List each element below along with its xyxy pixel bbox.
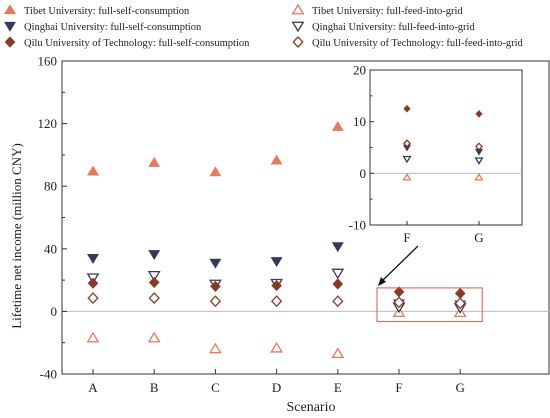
- inset-series-tibet-university-full-feed-into-grid: [402, 173, 484, 181]
- inset-data-point: [474, 157, 484, 165]
- data-point: [87, 292, 99, 305]
- legend-label: Qinghai University: full-feed-into-grid: [312, 22, 475, 33]
- inset-data-point: [403, 139, 411, 148]
- data-point: [332, 278, 344, 290]
- inset-series-qinghai-university-full-feed-into-grid: [402, 155, 484, 165]
- x-tick-label: E: [334, 380, 342, 395]
- data-point: [210, 280, 221, 292]
- legend-marker: [292, 36, 304, 48]
- zoom-region-box: [376, 287, 483, 323]
- inset-series-qilu-university-of-technology-full-self-consumption: [403, 104, 483, 118]
- inset-data-point: [474, 173, 484, 181]
- data-point: [270, 257, 283, 268]
- data-point: [331, 120, 344, 131]
- data-point: [86, 331, 100, 343]
- data-point: [454, 297, 466, 310]
- inset-y-tick-label: -10: [349, 218, 366, 233]
- data-point: [393, 296, 405, 309]
- y-tick-label: -40: [40, 367, 57, 382]
- inset-plot: -10 0 10 20 F G: [349, 63, 523, 245]
- inset-x-tick-label: F: [403, 230, 410, 245]
- x-tick-label: A: [88, 380, 98, 395]
- data-point: [270, 295, 283, 308]
- legend-label: Qilu University of Technology: full-self…: [24, 38, 250, 49]
- data-point: [148, 156, 161, 167]
- data-point: [270, 154, 283, 165]
- x-tick-label: F: [395, 380, 402, 395]
- data-point: [209, 166, 222, 177]
- legend-item-qinghai-university-full-feed-into-grid: Qinghai University: full-feed-into-grid: [291, 21, 475, 33]
- zoom-arrow: [380, 245, 419, 283]
- data-point: [331, 347, 345, 359]
- x-tick-label: D: [272, 380, 281, 395]
- inset-data-point: [402, 155, 412, 164]
- legend-marker: [291, 3, 305, 15]
- legend-marker: [291, 21, 305, 33]
- series-tibet-university-full-feed-into-grid: [86, 306, 467, 359]
- legend-label: Tibet University: full-feed-into-grid: [312, 6, 463, 17]
- legend-item-tibet-university-full-self-consumption: Tibet University: full-self-consumption: [4, 4, 190, 17]
- x-tick-label: B: [150, 380, 159, 395]
- data-point: [147, 331, 161, 343]
- data-point: [87, 165, 99, 176]
- y-tick-label: 40: [44, 241, 57, 256]
- data-point: [270, 341, 283, 353]
- data-point: [87, 254, 99, 264]
- data-point: [454, 287, 466, 299]
- inset-frame: [369, 69, 523, 226]
- data-point: [331, 242, 344, 253]
- data-point: [148, 250, 161, 261]
- data-point: [147, 271, 161, 282]
- inset-series-qilu-university-of-technology-full-feed-into-grid: [403, 139, 483, 151]
- x-tick-label: C: [211, 380, 220, 395]
- inset-data-point: [402, 173, 412, 181]
- legend-marker: [4, 4, 16, 15]
- inset-y-tick-label: 0: [360, 166, 367, 181]
- inset-y-tick-label: 20: [353, 63, 366, 78]
- y-tick-label: 160: [38, 54, 58, 69]
- y-tick-label: 0: [51, 304, 58, 319]
- legend-label: Qinghai University: full-self-consumptio…: [24, 22, 202, 33]
- inset-data-point: [475, 142, 483, 151]
- y-tick-label: 80: [44, 179, 57, 194]
- legend-marker: [4, 21, 16, 32]
- legend-item-qilu-university-of-technology-full-self-consumption: Qilu University of Technology: full-self…: [4, 36, 250, 49]
- data-point: [209, 342, 222, 354]
- data-point: [331, 268, 345, 280]
- data-point: [87, 277, 99, 289]
- x-tick-label: G: [456, 380, 465, 395]
- y-axis-label: Lifetime net income (million CNY): [9, 143, 24, 329]
- x-axis-label: Scenario: [287, 400, 336, 415]
- y-tick-label: 120: [38, 116, 58, 131]
- data-point: [332, 295, 344, 308]
- legend-marker: [4, 36, 16, 48]
- main-plot: -40 0 40 80 120 160 A B C D E F G: [38, 54, 550, 395]
- legend-label: Qilu University of Technology: full-feed…: [312, 38, 524, 49]
- inset-data-point: [475, 110, 483, 118]
- legend-item-tibet-university-full-feed-into-grid: Tibet University: full-feed-into-grid: [291, 3, 463, 17]
- legend-item-qilu-university-of-technology-full-feed-into-grid: Qilu University of Technology: full-feed…: [292, 36, 524, 49]
- series-qilu-university-of-technology-full-feed-into-grid: [87, 292, 466, 310]
- data-point: [271, 279, 282, 292]
- data-point: [148, 276, 160, 289]
- legend-item-qinghai-university-full-self-consumption: Qinghai University: full-self-consumptio…: [4, 21, 202, 33]
- data-point: [209, 295, 222, 308]
- zoom-annotation: [376, 245, 483, 323]
- legend: Tibet University: full-self-consumption T…: [4, 3, 524, 49]
- data-point: [148, 292, 160, 305]
- inset-data-point: [403, 104, 411, 113]
- zoom-arrow-head: [378, 277, 386, 286]
- inset-x-tick-label: G: [474, 230, 483, 245]
- legend-label: Tibet University: full-self-consumption: [24, 6, 190, 17]
- inset-y-tick-label: 10: [353, 114, 366, 129]
- series-qilu-university-of-technology-full-self-consumption: [87, 276, 466, 299]
- data-point: [209, 258, 222, 269]
